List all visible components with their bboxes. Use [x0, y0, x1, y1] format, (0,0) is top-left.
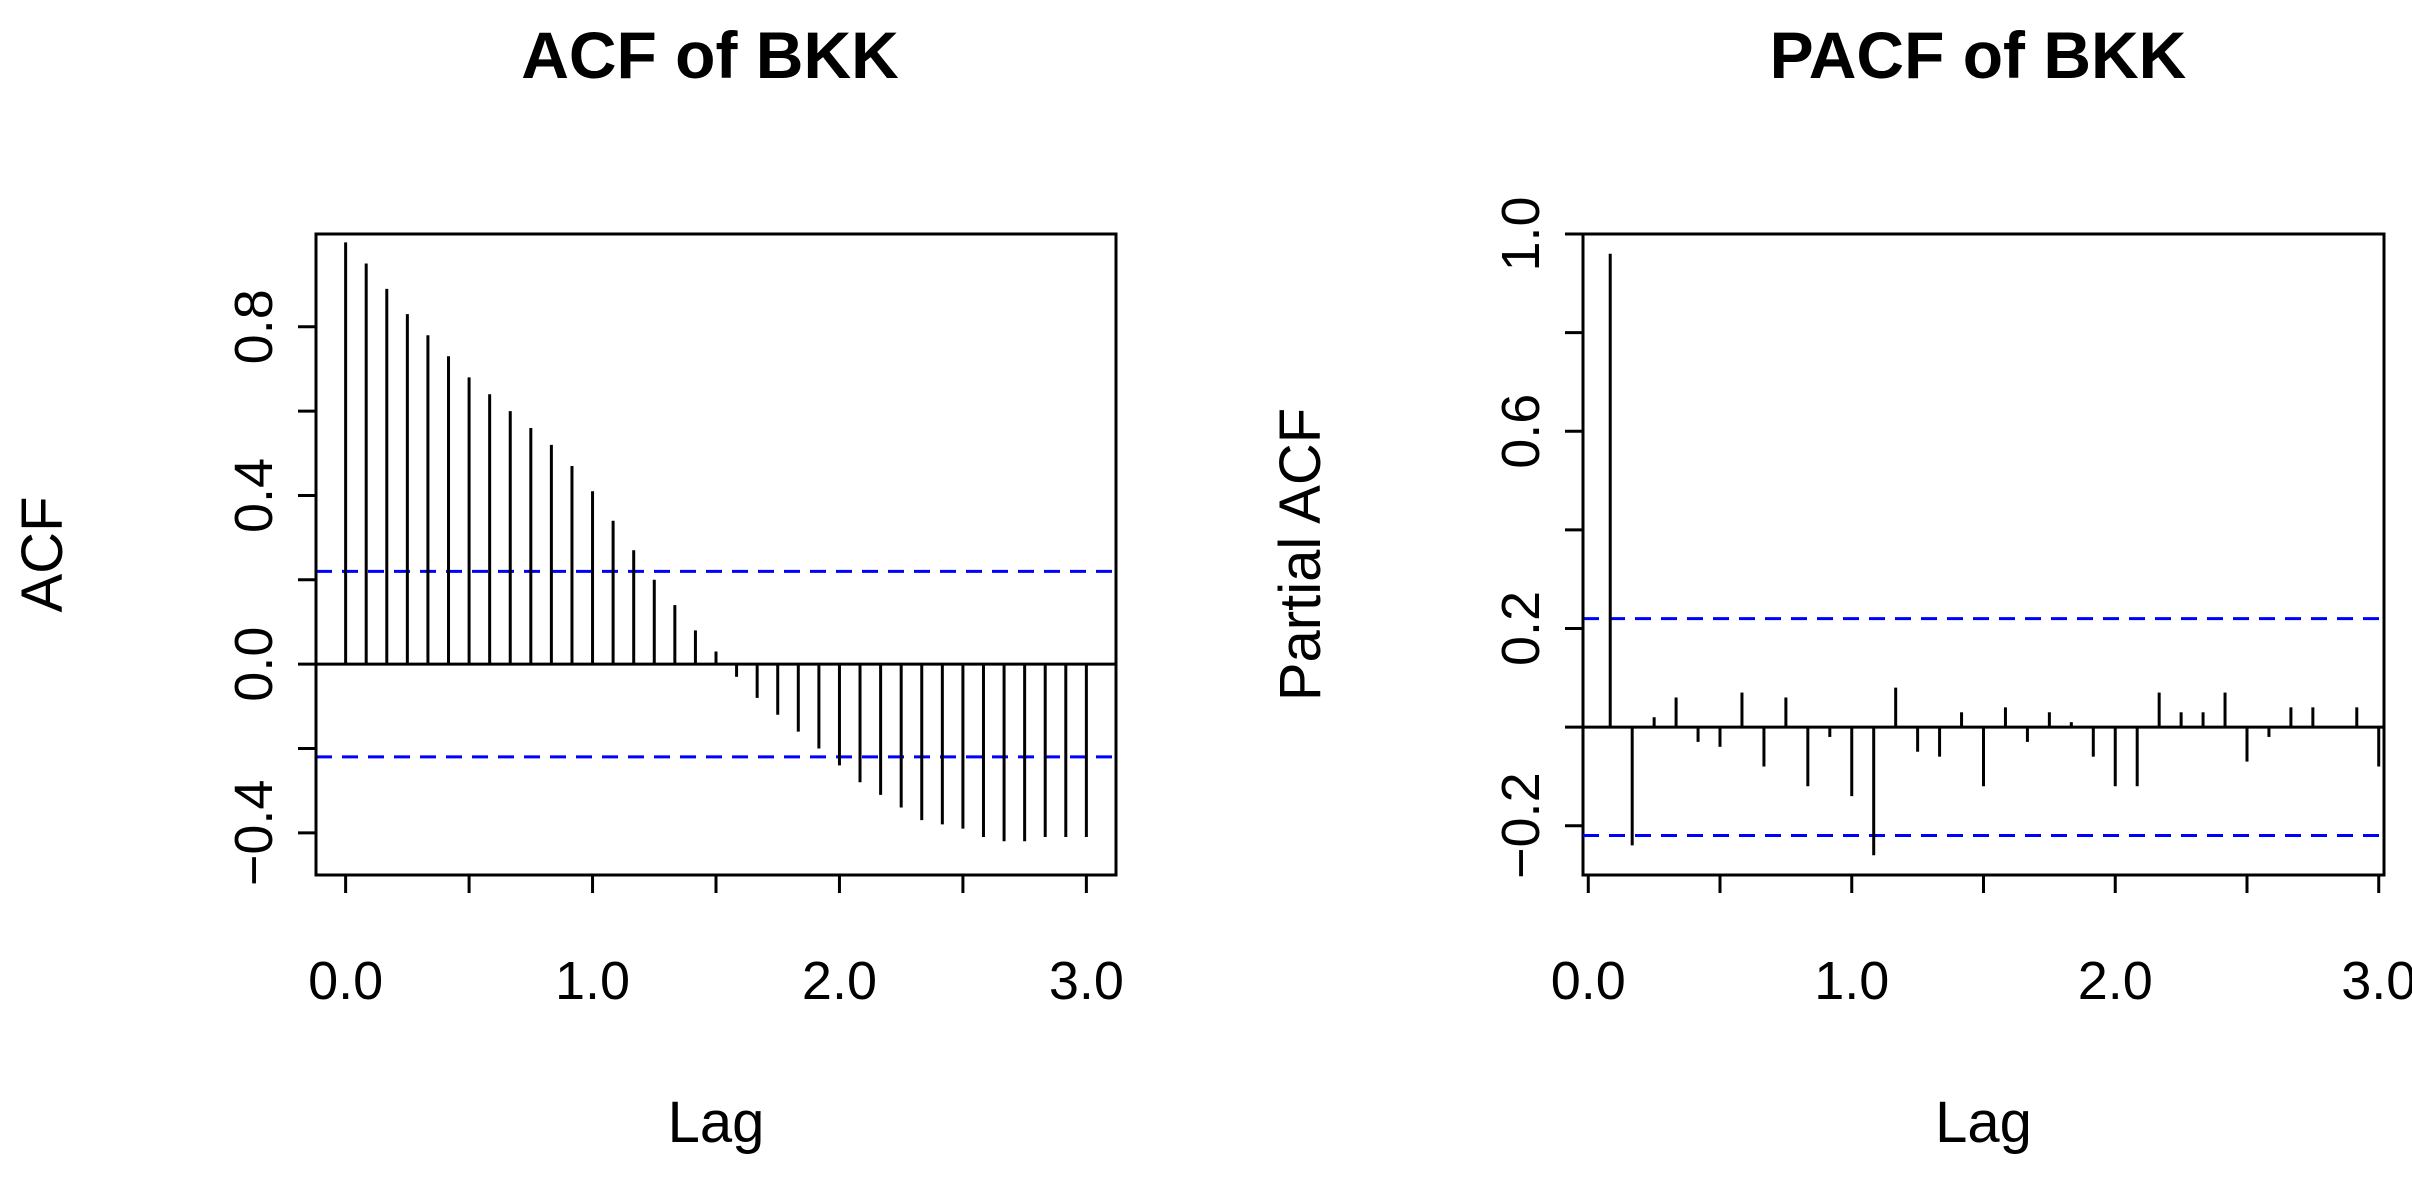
acf-title: ACF of BKK — [521, 18, 899, 92]
acf-panel: ACF of BKK 0.0 1.0 2.0 3.0 −0.4 0.0 0.4 0.8 Lag AC… — [10, 18, 1124, 1155]
pacf-y-tick-label: 1.0 — [1491, 196, 1551, 271]
acf-x-tick-label: 3.0 — [1049, 951, 1124, 1011]
acf-x-axis-label: Lag — [668, 1090, 765, 1155]
acf-x-tick-label: 2.0 — [802, 951, 877, 1011]
acf-y-tick-label: 0.4 — [224, 458, 284, 533]
pacf-y-axis-label: Partial ACF — [1268, 408, 1333, 701]
pacf-x-tick-label: 2.0 — [2078, 951, 2153, 1011]
pacf-x-tick-label: 0.0 — [1551, 951, 1626, 1011]
acf-x-tick-label: 1.0 — [555, 951, 630, 1011]
pacf-x-tick-label: 3.0 — [2341, 951, 2412, 1011]
pacf-title: PACF of BKK — [1770, 18, 2187, 92]
acf-y-tick-label: 0.0 — [224, 627, 284, 702]
acf-plot-frame — [314, 232, 1118, 877]
pacf-x-tick-label: 1.0 — [1814, 951, 1889, 1011]
acf-y-tick-label: 0.8 — [224, 289, 284, 364]
pacf-y-tick-label: −0.2 — [1491, 772, 1551, 879]
acf-y-tick-label: −0.4 — [224, 780, 284, 887]
pacf-y-tick-label: 0.2 — [1491, 591, 1551, 666]
pacf-y-tick-label: 0.6 — [1491, 394, 1551, 469]
pacf-x-axis-label: Lag — [1935, 1090, 2032, 1155]
acf-x-tick-label: 0.0 — [308, 951, 383, 1011]
acf-y-axis-label: ACF — [10, 497, 75, 613]
pacf-panel: PACF of BKK 0.0 1.0 2.0 3.0 −0.2 0.2 0.6 1.0 Lag P… — [1268, 18, 2412, 1155]
